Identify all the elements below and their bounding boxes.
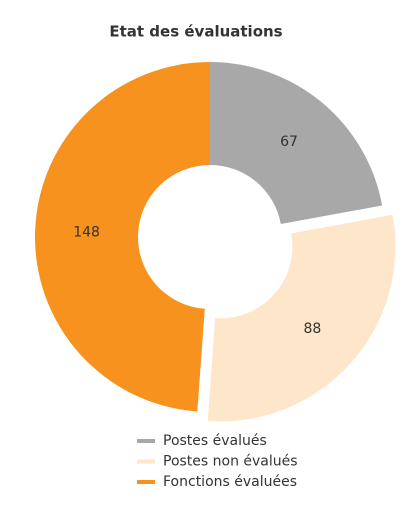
data-label: 67 [280, 134, 298, 150]
pie-slice [210, 62, 383, 225]
legend-label: Postes non évalués [163, 454, 298, 470]
pie-slice [35, 62, 210, 412]
pie-slice [207, 214, 396, 422]
data-label: 148 [73, 225, 100, 241]
data-label: 88 [303, 321, 321, 337]
legend-label: Fonctions évaluées [163, 474, 297, 490]
chart-title: Etat des évaluations [109, 23, 282, 41]
legend-label: Postes évalués [163, 433, 267, 449]
